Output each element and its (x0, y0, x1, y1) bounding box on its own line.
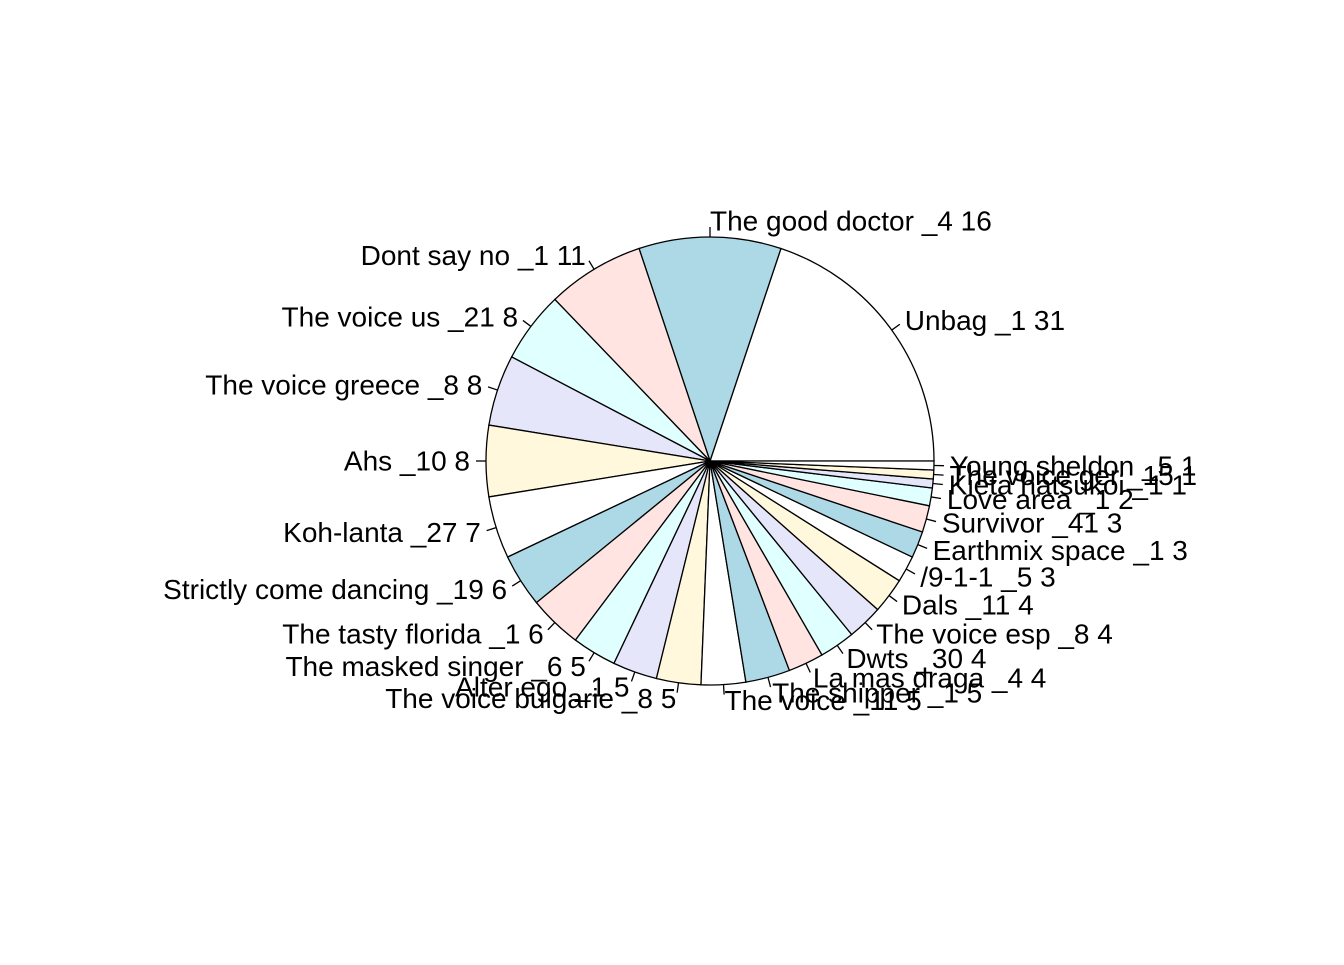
pie-slice-label: Dals _11 4 (902, 590, 1034, 621)
pie-slice-label: Dont say no _1 11 (361, 240, 586, 271)
pie-slice-label: The voice greece _8 8 (205, 370, 482, 401)
pie-label-tick (548, 623, 555, 630)
pie-label-tick (933, 484, 943, 485)
pie-label-tick (906, 569, 915, 574)
pie-label-tick (926, 519, 936, 522)
pie-slice-label: The voice bulgarie _8 5 (385, 683, 676, 714)
pie-slice-label: The good doctor _4 16 (710, 206, 992, 237)
pie-slice-label: Koh-lanta _27 7 (283, 517, 481, 548)
pie-label-tick (931, 497, 941, 499)
pie-label-tick (487, 528, 497, 531)
pie-label-tick (918, 545, 927, 549)
pie-label-tick (806, 663, 810, 672)
pie-slices (486, 237, 934, 685)
pie-label-tick (837, 645, 843, 653)
pie-label-tick (589, 653, 594, 662)
pie-slice-label: Strictly come dancing _19 6 (163, 574, 507, 605)
pie-slice-label: Earthmix space _1 3 (933, 535, 1188, 566)
pie-label-tick (677, 683, 678, 693)
pie-label-tick (523, 320, 531, 326)
pie-label-tick (589, 261, 594, 270)
pie-label-tick (488, 387, 497, 390)
pie-label-tick (512, 581, 520, 586)
pie-label-tick (631, 672, 634, 681)
pie-slice-label: The voice esp _8 4 (876, 619, 1113, 650)
pie-label-tick (889, 596, 897, 602)
pie-slice-label: The voice us _21 8 (282, 301, 519, 332)
pie-label-tick (892, 324, 900, 330)
pie-slice-label: Young sheldon _5 1 (950, 450, 1197, 481)
pie-label-tick (934, 475, 944, 476)
pie-slice-label: Unbag _1 31 (905, 305, 1065, 336)
pie-label-tick (865, 623, 872, 630)
pie-slice-label: Ahs _10 8 (344, 446, 470, 477)
pie-slice-label: The tasty florida _1 6 (282, 619, 543, 650)
